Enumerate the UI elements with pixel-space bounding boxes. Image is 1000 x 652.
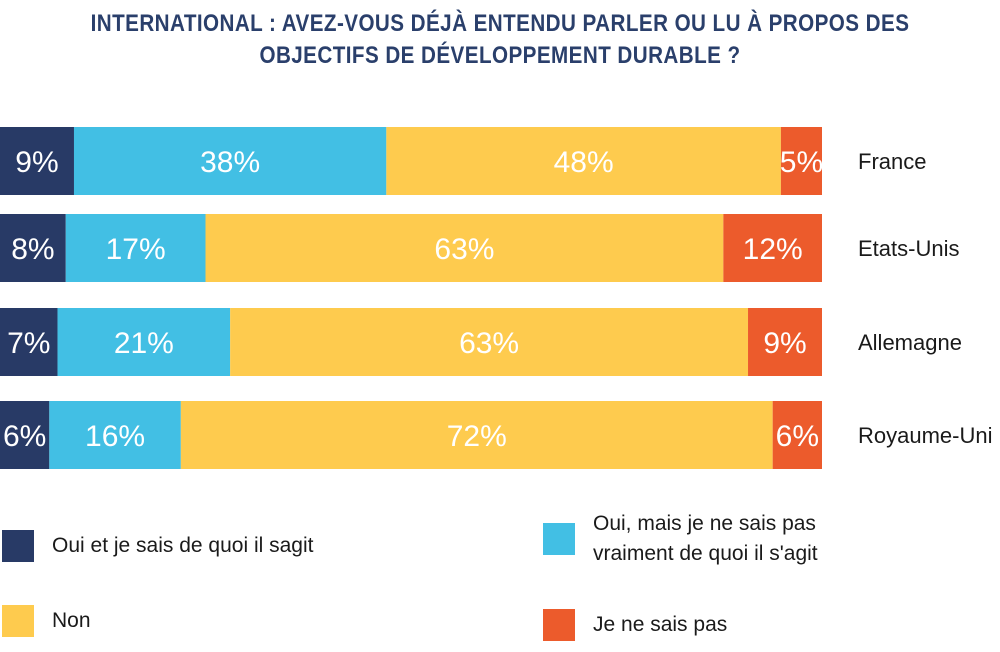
category-label-allemagne: Allemagne xyxy=(858,330,962,355)
bar-segment-france-2 xyxy=(386,127,781,195)
legend-swatch-non xyxy=(2,605,34,637)
data-label-etats-unis-3: 12% xyxy=(743,233,803,266)
legend-item-oui-pas-vraiment: Oui, mais je ne sais pas vraiment de quo… xyxy=(543,509,818,569)
chart-title-line-2: OBJECTIFS DE DÉVELOPPEMENT DURABLE ? xyxy=(259,42,741,69)
chart-title: INTERNATIONAL : AVEZ-VOUS DÉJÀ ENTENDU P… xyxy=(70,8,930,72)
bar-segment-france-1 xyxy=(73,127,387,195)
data-label-france-0: 9% xyxy=(15,146,58,179)
legend-label-oui-pas-vraiment-line-1: Oui, mais je ne sais pas xyxy=(593,512,816,535)
bar-segment-royaume-uni-2 xyxy=(180,401,773,469)
data-label-allemagne-1: 21% xyxy=(114,327,174,360)
bar-segment-etats-unis-3 xyxy=(723,214,822,282)
data-label-royaume-uni-3: 6% xyxy=(776,420,819,453)
legend-label-oui-pas-vraiment: Oui, mais je ne sais pas vraiment de quo… xyxy=(593,509,818,569)
data-label-france-3: 5% xyxy=(780,146,823,179)
bar-segment-etats-unis-2 xyxy=(205,214,724,282)
data-label-allemagne-2: 63% xyxy=(459,327,519,360)
category-label-france: France xyxy=(858,149,926,174)
data-label-royaume-uni-1: 16% xyxy=(85,420,145,453)
data-label-etats-unis-0: 8% xyxy=(11,233,54,266)
bar-segment-allemagne-2 xyxy=(230,308,749,376)
data-label-allemagne-0: 7% xyxy=(7,327,50,360)
legend-swatch-oui-sait xyxy=(2,530,34,562)
bar-segment-allemagne-0 xyxy=(0,308,58,376)
data-label-etats-unis-1: 17% xyxy=(106,233,166,266)
bar-segment-france-3 xyxy=(780,127,822,195)
legend-swatch-oui-pas-vraiment xyxy=(543,523,575,555)
legend-label-oui-pas-vraiment-line-2: vraiment de quoi il s'agit xyxy=(593,542,818,565)
bar-segment-royaume-uni-3 xyxy=(772,401,822,469)
bar-segment-allemagne-1 xyxy=(57,308,231,376)
bar-segment-france-0 xyxy=(0,127,74,195)
legend-label-ne-sais-pas: Je ne sais pas xyxy=(593,613,728,636)
category-label-etats-unis: Etats-Unis xyxy=(858,236,959,261)
bar-segment-allemagne-3 xyxy=(748,308,822,376)
bar-segment-royaume-uni-0 xyxy=(0,401,50,469)
legend-label-non: Non xyxy=(52,609,91,632)
legend-label-oui-sait: Oui et je sais de quoi il sagit xyxy=(52,534,314,557)
data-label-royaume-uni-2: 72% xyxy=(447,420,507,453)
legend-item-non: Non xyxy=(2,605,91,637)
bar-segment-etats-unis-0 xyxy=(0,214,66,282)
data-label-etats-unis-2: 63% xyxy=(434,233,494,266)
chart-title-line-1: INTERNATIONAL : AVEZ-VOUS DÉJÀ ENTENDU P… xyxy=(90,10,910,37)
bar-segment-etats-unis-1 xyxy=(65,214,206,282)
data-label-allemagne-3: 9% xyxy=(763,327,806,360)
category-label-royaume-uni: Royaume-Uni xyxy=(858,423,993,448)
bar-segment-royaume-uni-1 xyxy=(49,401,181,469)
data-label-royaume-uni-0: 6% xyxy=(3,420,46,453)
legend-item-oui-sait: Oui et je sais de quoi il sagit xyxy=(2,530,313,562)
data-label-france-1: 38% xyxy=(200,146,260,179)
legend-swatch-ne-sais-pas xyxy=(543,609,575,641)
data-label-france-2: 48% xyxy=(554,146,614,179)
legend-item-ne-sais-pas: Je ne sais pas xyxy=(543,609,727,641)
